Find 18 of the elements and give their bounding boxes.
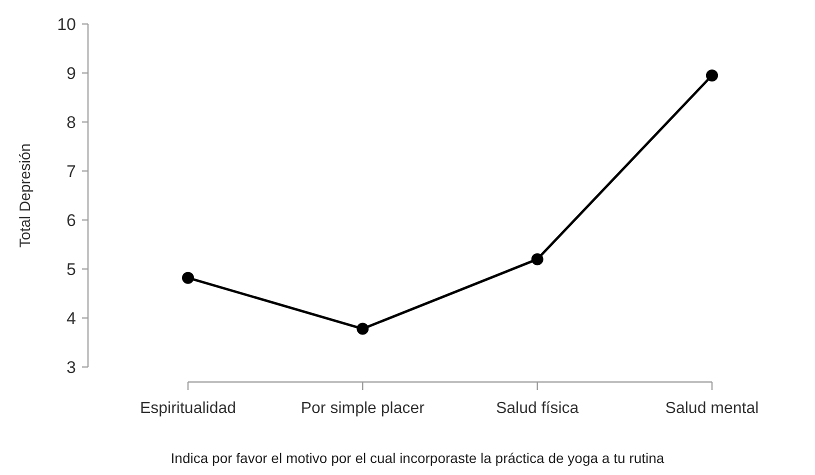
y-tick-label: 6 (66, 210, 76, 230)
y-tick-label: 8 (66, 112, 76, 132)
y-tick-label: 3 (66, 358, 76, 377)
y-tick-label: 4 (66, 308, 76, 328)
point (531, 253, 544, 266)
y-tick-label: 10 (57, 14, 76, 34)
x-tick-label: Espiritualidad (140, 400, 236, 417)
x-tick-label: Salud mental (665, 400, 759, 417)
y-tick-label: 7 (66, 162, 76, 181)
x-tick-label: Salud física (496, 400, 579, 417)
point (706, 69, 718, 82)
x-tick-label: Por simple placer (300, 400, 426, 417)
point (182, 272, 194, 284)
x-axis-title: Indica por favor el motivo por el cual incorporaste la práctica de yoga a tu rutina (170, 450, 664, 466)
point (356, 322, 369, 335)
y-axis-title: Total Depresión (17, 143, 34, 248)
y-tick-label: 9 (66, 64, 76, 83)
y-tick-label: 5 (66, 260, 76, 279)
